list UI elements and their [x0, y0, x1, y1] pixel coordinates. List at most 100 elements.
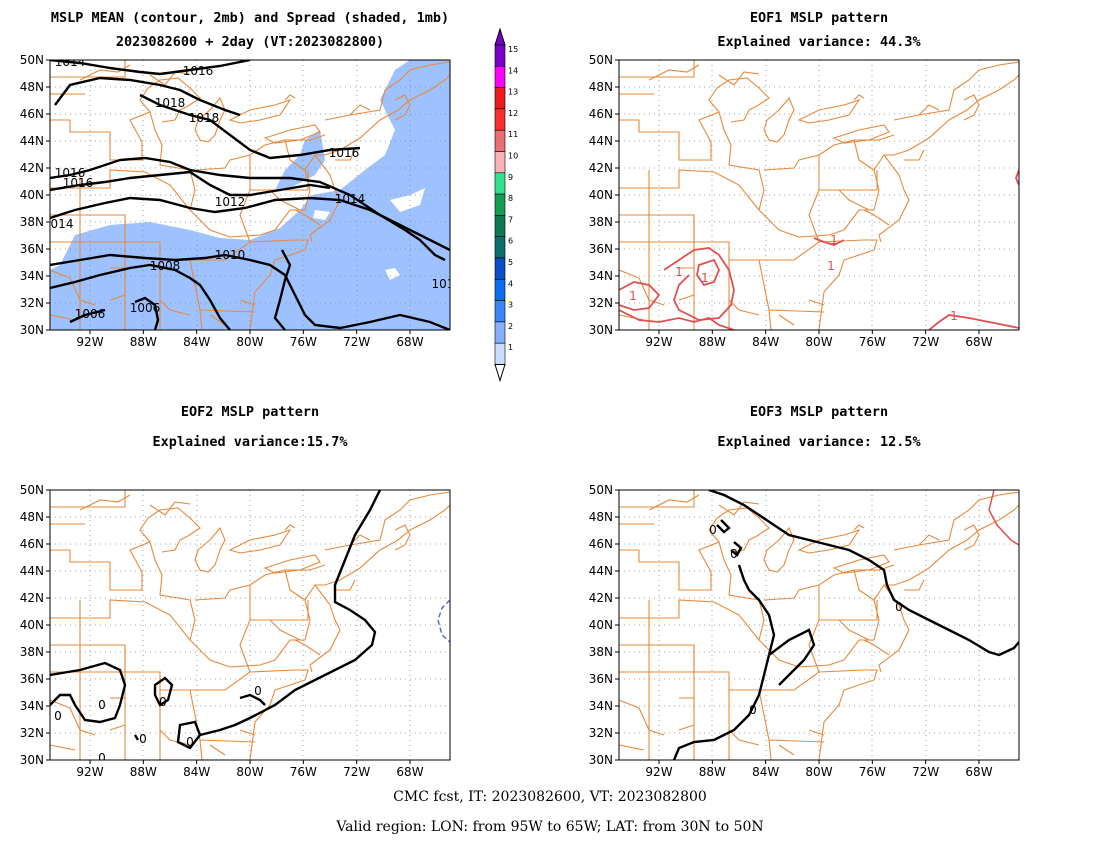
colorbar-bottom-arrow	[494, 364, 506, 383]
lat-tick-label: 42N	[589, 591, 613, 605]
panel3-map: 0 0 0 0 0 0 0 0	[50, 490, 450, 765]
lat-tick-label: 46N	[20, 537, 44, 551]
lon-tick-label: 72W	[912, 335, 939, 349]
lat-tick-label: 36N	[20, 242, 44, 256]
colorbar-swatch	[494, 193, 506, 216]
eof3-label-0-d: 0	[749, 703, 757, 717]
contour-label-1006-b: 1006	[130, 301, 161, 315]
eof1-label-1-c: 1	[701, 271, 709, 285]
axis-labels: 50N 48N 46N 44N 42N 40N 38N 36N 34N 32N 30N 92W 88W 8…	[20, 53, 993, 779]
colorbar: 15 14 13 12 11 10 9 8 7 6 5 4 3 2 1	[494, 27, 518, 383]
colorbar-swatch	[494, 215, 506, 237]
lat-tick-label: 30N	[20, 753, 44, 767]
lat-tick-label: 38N	[20, 215, 44, 229]
colorbar-swatch	[494, 151, 506, 174]
lat-tick-label: 38N	[20, 645, 44, 659]
lat-tick-label: 42N	[589, 161, 613, 175]
lon-tick-label: 76W	[290, 335, 317, 349]
colorbar-label: 10	[508, 152, 518, 161]
contour-label-1006-a: 1006	[75, 307, 106, 321]
lon-tick-label: 68W	[396, 765, 423, 779]
colorbar-label: 13	[508, 88, 518, 97]
lat-tick-label: 30N	[589, 323, 613, 337]
lon-tick-label: 92W	[645, 335, 672, 349]
lat-tick-label: 46N	[20, 107, 44, 121]
colorbar-label: 11	[508, 130, 518, 139]
colorbar-swatch	[494, 300, 506, 323]
eof2-label-0-h: 0	[98, 751, 106, 765]
lat-tick-label: 34N	[589, 269, 613, 283]
colorbar-swatch	[494, 321, 506, 344]
lat-tick-label: 44N	[589, 134, 613, 148]
colorbar-label: 8	[508, 194, 513, 203]
contour-label-101: 101	[432, 277, 455, 291]
lon-tick-label: 76W	[290, 765, 317, 779]
colorbar-swatch	[494, 66, 506, 88]
eof2-label-0-b: 0	[98, 698, 106, 712]
lon-tick-label: 88W	[130, 765, 157, 779]
lat-tick-label: 38N	[589, 645, 613, 659]
lat-tick-label: 40N	[20, 618, 44, 632]
contour-label-1016-a: 1016	[183, 64, 214, 78]
colorbar-swatch	[494, 44, 506, 67]
lat-tick-label: 34N	[20, 269, 44, 283]
lon-tick-label: 84W	[752, 765, 779, 779]
contour-label-1008: 1008	[150, 259, 181, 273]
lat-tick-label: 46N	[589, 107, 613, 121]
lat-tick-label: 48N	[589, 80, 613, 94]
spread-shading	[50, 60, 450, 330]
panel2-map: 1 1 1 1 1 1	[619, 60, 1019, 330]
lat-tick-label: 44N	[589, 564, 613, 578]
contour-label-1014-b: 1014	[335, 192, 366, 206]
colorbar-label: 6	[508, 237, 513, 246]
lat-tick-label: 30N	[589, 753, 613, 767]
colorbar-label: 7	[508, 215, 513, 224]
contour-label-1010: 1010	[215, 248, 246, 262]
lon-tick-label: 72W	[912, 765, 939, 779]
lat-tick-label: 44N	[20, 134, 44, 148]
colorbar-label: 15	[508, 45, 518, 54]
footer-forecast-info: CMC fcst, IT: 2023082600, VT: 2023082800	[393, 789, 707, 805]
lon-tick-label: 72W	[343, 765, 370, 779]
colorbar-label: 5	[508, 258, 513, 267]
lon-tick-label: 68W	[965, 765, 992, 779]
lat-tick-label: 30N	[20, 323, 44, 337]
lon-tick-label: 76W	[859, 765, 886, 779]
contour-label-1014-c: 014	[51, 217, 74, 231]
eof3-label-0-c: 0	[895, 600, 903, 614]
lat-tick-label: 48N	[20, 80, 44, 94]
lat-tick-label: 36N	[589, 672, 613, 686]
panel4-title: EOF3 MSLP pattern	[749, 404, 889, 420]
contour-label-1016-b: 1016	[329, 146, 360, 160]
lon-tick-label: 84W	[183, 335, 210, 349]
eof1-label-1-d: 1	[830, 233, 838, 247]
eof2-label-0-c: 0	[159, 695, 167, 709]
lon-tick-label: 80W	[805, 765, 832, 779]
colorbar-top-arrow	[494, 27, 506, 46]
lon-tick-label: 84W	[752, 335, 779, 349]
lon-tick-label: 80W	[805, 335, 832, 349]
lat-tick-label: 50N	[589, 483, 613, 497]
lat-tick-label: 42N	[20, 591, 44, 605]
lat-tick-label: 50N	[589, 53, 613, 67]
colorbar-swatch	[494, 108, 506, 131]
eof1-label-1-a: 1	[629, 289, 637, 303]
eof1-label-1-e: 1	[950, 309, 958, 323]
lon-tick-label: 80W	[236, 765, 263, 779]
panel4-subtitle: Explained variance: 12.5%	[717, 434, 921, 450]
eof1-label-1-b: 1	[675, 265, 683, 279]
lon-tick-label: 72W	[343, 335, 370, 349]
colorbar-label: 14	[508, 66, 518, 75]
eof2-label-0-g: 0	[254, 684, 262, 698]
panel4-map: 0 0 0 0	[619, 490, 1019, 760]
colorbar-swatch	[494, 342, 506, 365]
panel1-title: MSLP MEAN (contour, 2mb) and Spread (sha…	[50, 10, 450, 26]
lat-tick-label: 38N	[589, 215, 613, 229]
lat-tick-label: 32N	[20, 726, 44, 740]
lat-tick-label: 48N	[589, 510, 613, 524]
lat-tick-label: 34N	[589, 699, 613, 713]
colorbar-label: 1	[508, 343, 513, 352]
lat-tick-label: 34N	[20, 699, 44, 713]
contour-label-1016-c: 1016	[55, 166, 86, 180]
